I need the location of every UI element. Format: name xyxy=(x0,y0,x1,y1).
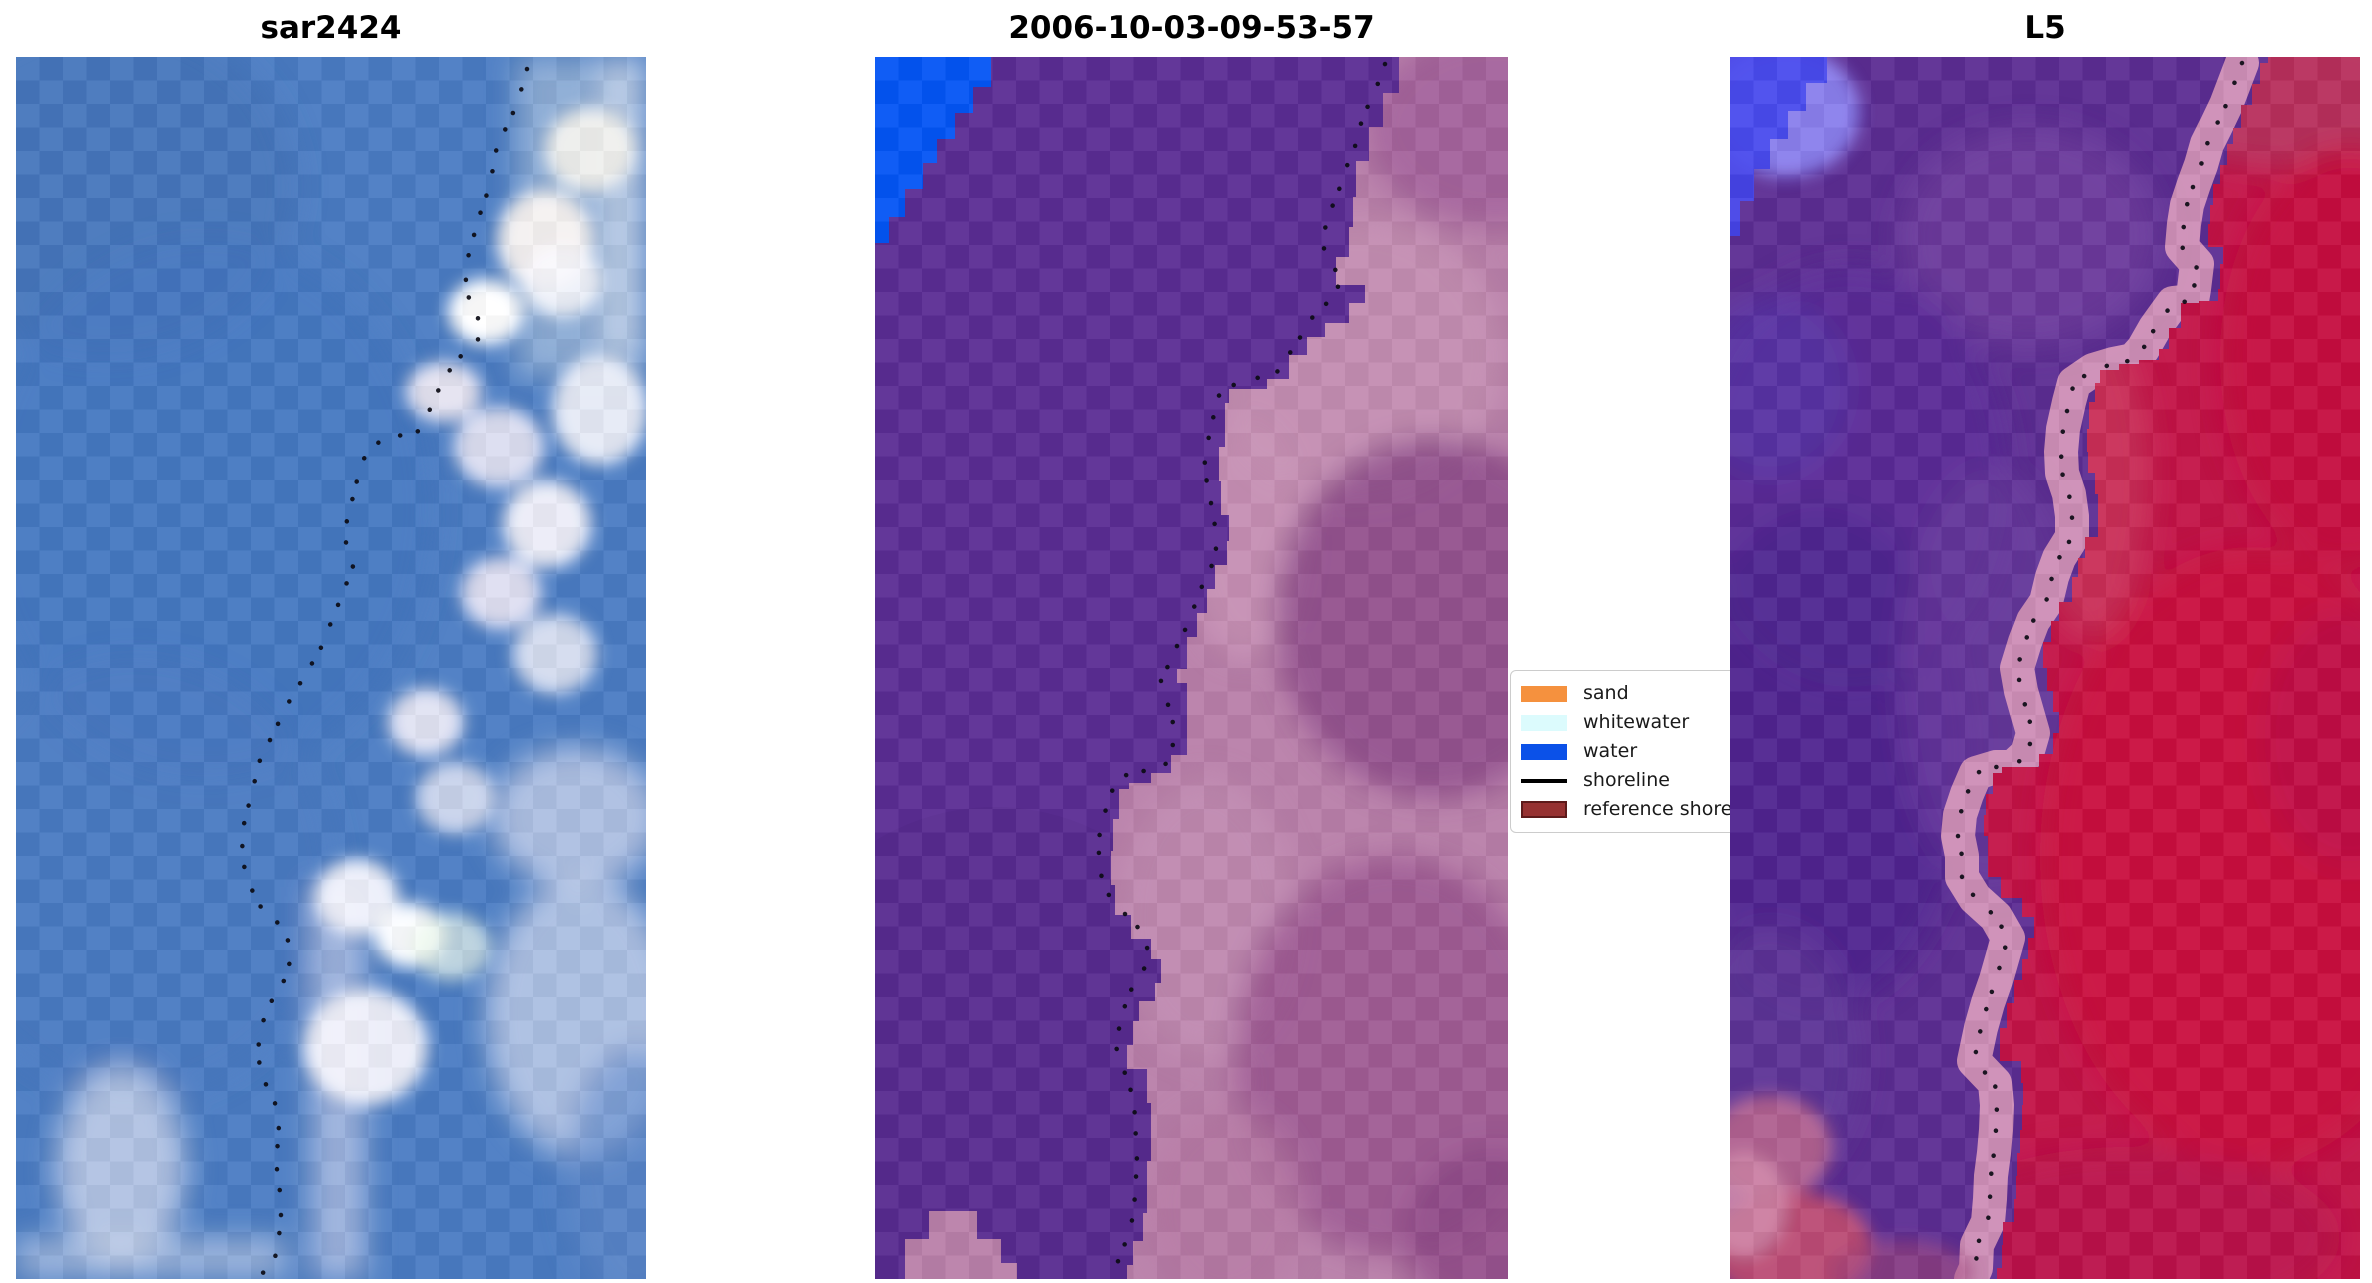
panel-title-sar2424: sar2424 xyxy=(260,10,402,46)
legend-swatch-reference-shoreline xyxy=(1521,801,1567,818)
legend-label-whitewater: whitewater xyxy=(1583,711,1690,733)
legend-label-sand: sand xyxy=(1583,682,1629,704)
shoreline-dots xyxy=(239,66,530,1279)
legend-item-shoreline: shoreline xyxy=(1521,766,1801,795)
legend-label-water: water xyxy=(1583,740,1638,762)
legend-label-reference-shoreline: reference shoreline xyxy=(1583,798,1767,820)
legend-item-sand: sand xyxy=(1521,679,1801,708)
legend-item-whitewater: whitewater xyxy=(1521,708,1801,737)
pixel-grid-overlay xyxy=(875,57,1508,1279)
legend-item-reference-shoreline: reference shoreline xyxy=(1521,795,1801,824)
panel-sar2424-image xyxy=(16,57,646,1279)
legend-label-shoreline: shoreline xyxy=(1583,769,1670,791)
panel-title-timestamp: 2006-10-03-09-53-57 xyxy=(1008,10,1375,46)
shoreline-dots xyxy=(1955,60,2245,1279)
legend-swatch-water xyxy=(1521,743,1567,760)
sar-image-svg xyxy=(16,57,646,1279)
legend-item-water: water xyxy=(1521,737,1801,766)
pixel-grid-overlay xyxy=(1730,57,2360,1279)
panel-l5-image xyxy=(1730,57,2360,1279)
panel-title-l5: L5 xyxy=(2024,10,2066,46)
classified-image-svg xyxy=(875,57,1508,1279)
pixel-grid-overlay xyxy=(16,57,646,1279)
l5-image-svg xyxy=(1730,57,2360,1279)
legend-swatch-sand xyxy=(1521,685,1567,702)
panel-classified-image xyxy=(875,57,1508,1279)
legend-swatch-shoreline-line xyxy=(1521,778,1567,783)
legend-swatch-whitewater xyxy=(1521,714,1567,731)
